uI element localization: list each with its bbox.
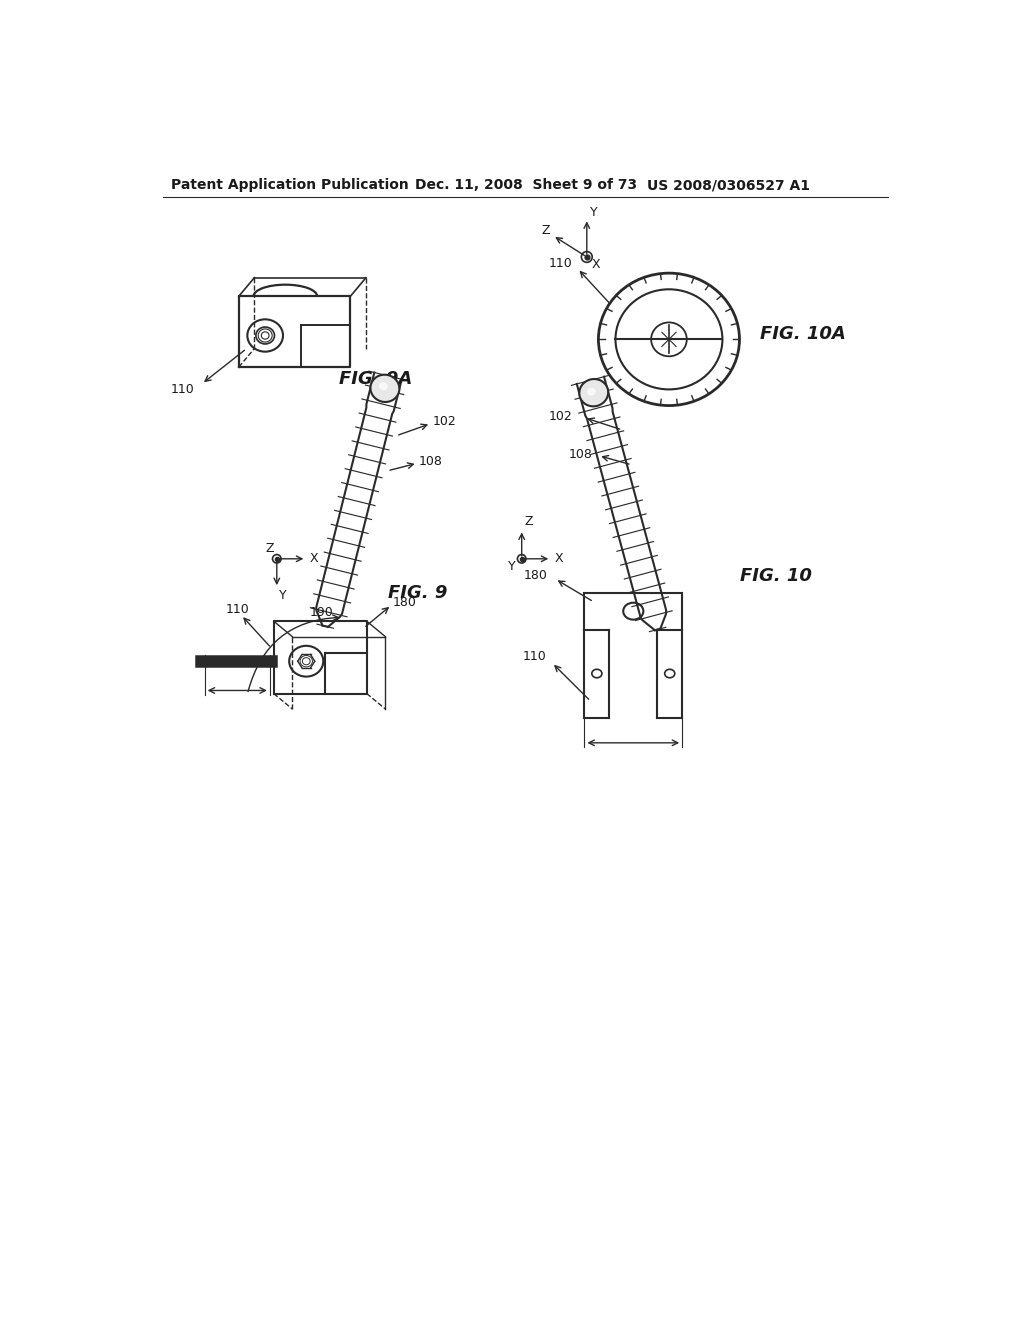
Ellipse shape bbox=[379, 383, 388, 391]
Text: Patent Application Publication: Patent Application Publication bbox=[171, 178, 409, 193]
Ellipse shape bbox=[587, 388, 596, 396]
Text: 108: 108 bbox=[569, 447, 593, 461]
Text: 110: 110 bbox=[549, 256, 572, 269]
Text: Z: Z bbox=[524, 515, 532, 528]
Text: X: X bbox=[309, 552, 318, 565]
Text: 110: 110 bbox=[225, 603, 250, 616]
Text: Y: Y bbox=[280, 589, 287, 602]
Text: 102: 102 bbox=[432, 416, 457, 429]
Text: FIG. 9: FIG. 9 bbox=[388, 585, 447, 602]
Text: 102: 102 bbox=[549, 409, 572, 422]
Text: 190: 190 bbox=[309, 606, 333, 619]
Text: 180: 180 bbox=[393, 597, 417, 610]
Text: X: X bbox=[592, 259, 600, 271]
Ellipse shape bbox=[371, 375, 399, 403]
Text: Z: Z bbox=[542, 224, 550, 238]
Text: Y: Y bbox=[508, 560, 515, 573]
Text: X: X bbox=[554, 552, 563, 565]
Text: Z: Z bbox=[265, 543, 273, 556]
Text: Y: Y bbox=[590, 206, 598, 219]
Text: US 2008/0306527 A1: US 2008/0306527 A1 bbox=[647, 178, 810, 193]
Text: 108: 108 bbox=[419, 455, 443, 469]
Text: 110: 110 bbox=[171, 383, 195, 396]
Text: FIG. 10A: FIG. 10A bbox=[760, 325, 846, 343]
Text: 110: 110 bbox=[522, 649, 546, 663]
Text: 180: 180 bbox=[524, 569, 548, 582]
Text: FIG. 9A: FIG. 9A bbox=[339, 371, 412, 388]
Text: Dec. 11, 2008  Sheet 9 of 73: Dec. 11, 2008 Sheet 9 of 73 bbox=[415, 178, 637, 193]
Text: FIG. 10: FIG. 10 bbox=[740, 566, 812, 585]
Ellipse shape bbox=[580, 379, 608, 407]
